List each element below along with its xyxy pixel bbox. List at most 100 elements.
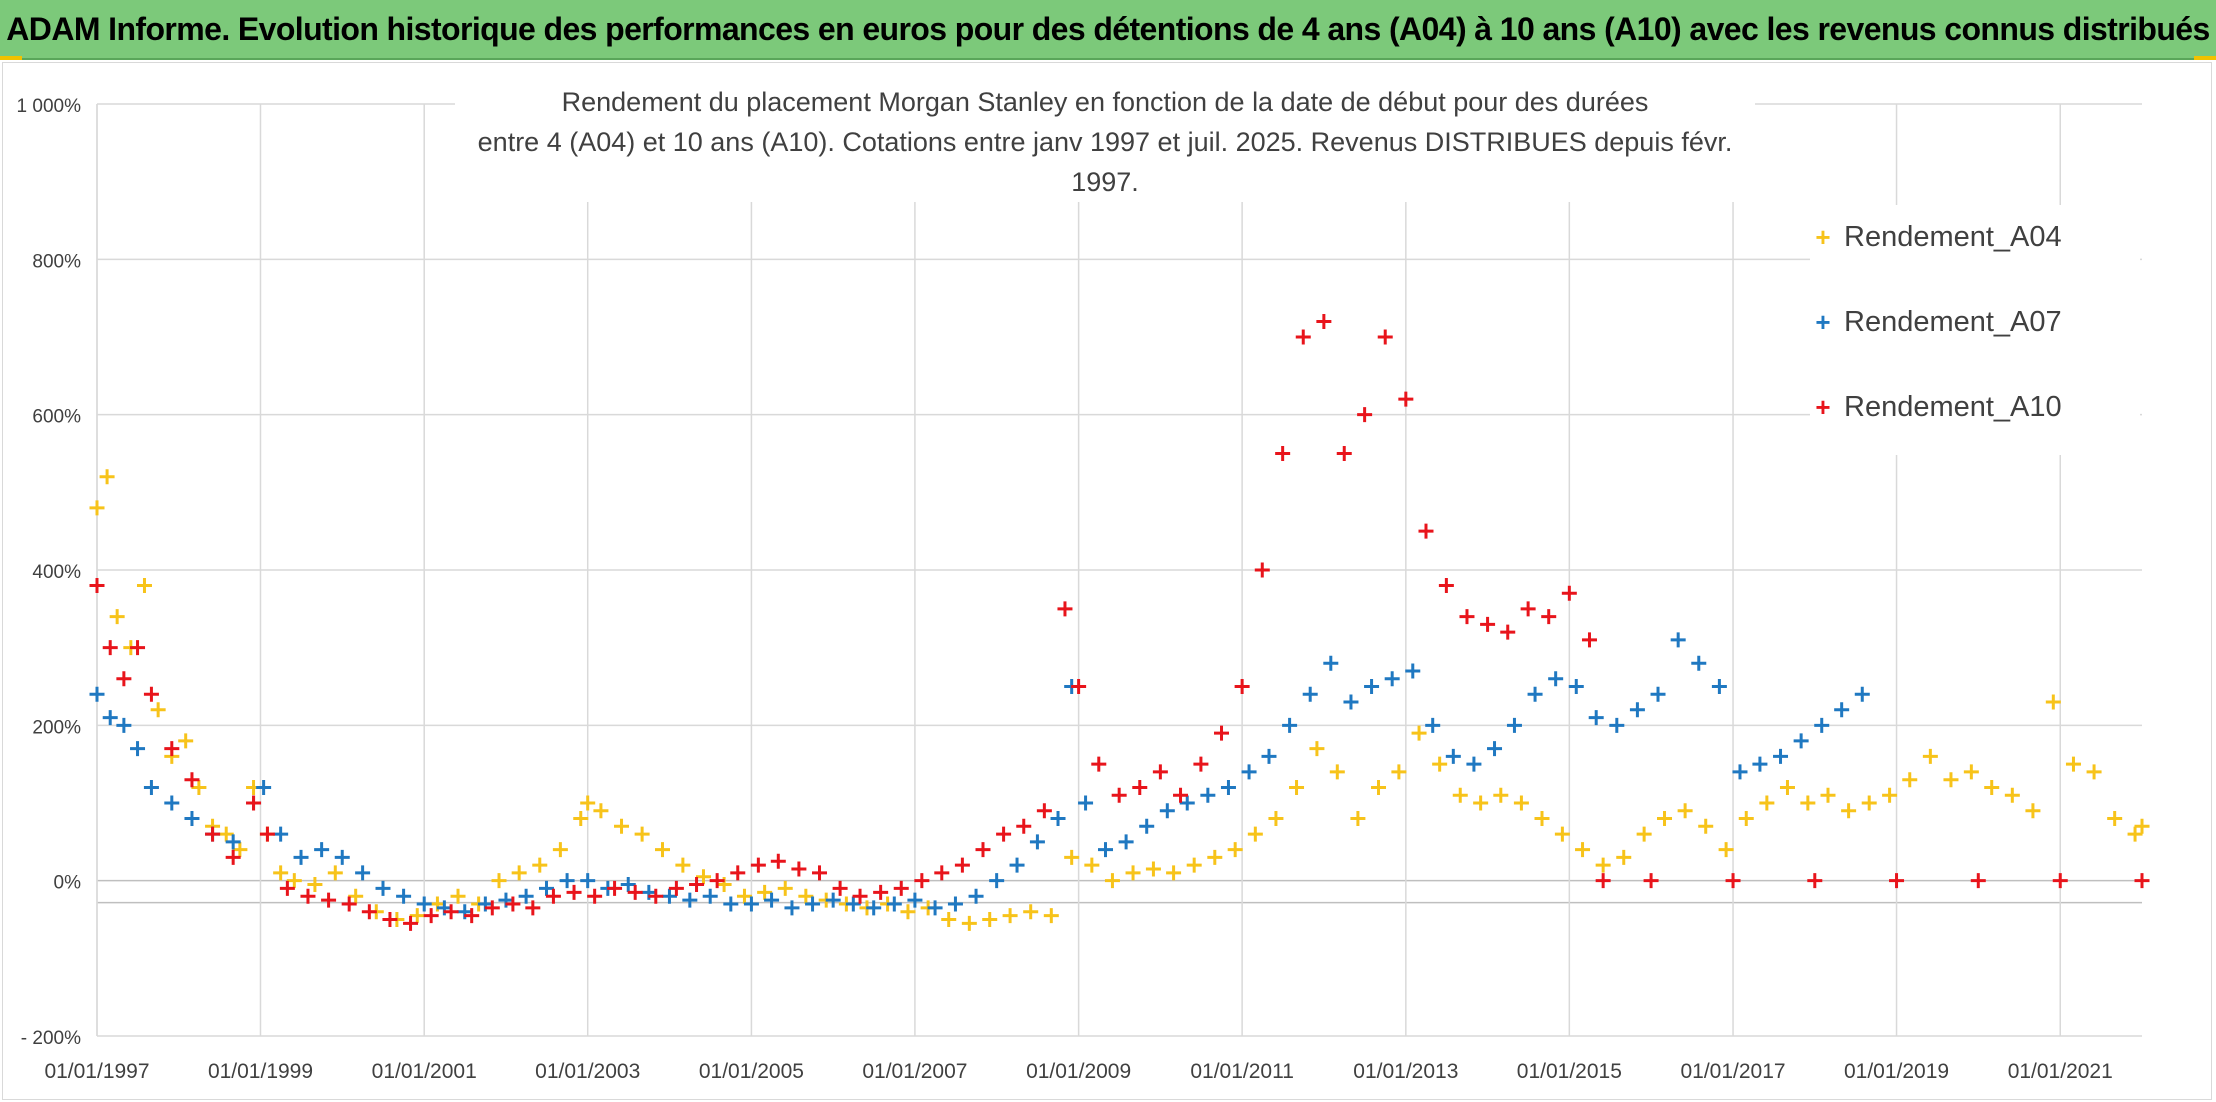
data-point xyxy=(1820,787,1836,803)
data-point xyxy=(256,779,272,795)
data-point xyxy=(1581,632,1597,648)
data-point xyxy=(900,904,916,920)
data-point xyxy=(668,880,684,896)
data-point xyxy=(1779,779,1795,795)
y-tick-label: 800% xyxy=(32,251,81,272)
data-point xyxy=(961,915,977,931)
data-point xyxy=(852,888,868,904)
corner-mark-right xyxy=(2194,56,2216,60)
data-point xyxy=(832,880,848,896)
data-point xyxy=(1595,873,1611,889)
data-point xyxy=(1520,601,1536,617)
report-title: ADAM Informe. Evolution historique des p… xyxy=(6,10,2210,47)
data-point xyxy=(655,842,671,858)
data-point xyxy=(689,877,705,893)
x-tick-label: 01/01/2003 xyxy=(535,1060,640,1083)
data-point xyxy=(1343,694,1359,710)
data-point xyxy=(996,826,1012,842)
data-point xyxy=(1970,873,1986,889)
x-tick-label: 01/01/2017 xyxy=(1680,1060,1785,1083)
data-point xyxy=(989,873,1005,889)
data-point xyxy=(1527,686,1543,702)
data-point xyxy=(1902,772,1918,788)
data-point xyxy=(1963,764,1979,780)
legend-marker-a04: + xyxy=(1815,221,1831,252)
legend-marker-a10: + xyxy=(1815,391,1831,422)
data-point xyxy=(464,908,480,924)
data-point xyxy=(1854,686,1870,702)
data-point xyxy=(954,857,970,873)
data-point xyxy=(1309,741,1325,757)
data-point xyxy=(1166,865,1182,881)
series-rendement_a04 xyxy=(89,469,2150,931)
data-point xyxy=(1629,702,1645,718)
data-point xyxy=(273,826,289,842)
data-point xyxy=(1541,609,1557,625)
data-point xyxy=(695,869,711,885)
data-point xyxy=(1084,857,1100,873)
data-point xyxy=(327,865,343,881)
data-point xyxy=(914,873,930,889)
data-point xyxy=(723,896,739,912)
data-point xyxy=(1691,655,1707,671)
data-point xyxy=(1002,908,1018,924)
data-point xyxy=(682,892,698,908)
data-point xyxy=(1036,803,1052,819)
data-point xyxy=(1595,857,1611,873)
data-point xyxy=(225,834,241,850)
data-point xyxy=(1452,787,1468,803)
data-point xyxy=(709,873,725,889)
data-point xyxy=(382,912,398,927)
x-tick-label: 01/01/2013 xyxy=(1353,1060,1458,1083)
data-point xyxy=(116,717,132,733)
data-point xyxy=(1234,679,1250,694)
data-point xyxy=(812,865,828,881)
data-point xyxy=(1254,562,1270,578)
data-point xyxy=(1009,857,1025,873)
data-point xyxy=(1159,803,1175,819)
data-point xyxy=(777,880,793,896)
data-point xyxy=(982,912,998,927)
data-point xyxy=(1425,717,1441,733)
data-point xyxy=(798,888,814,904)
data-point xyxy=(934,865,950,881)
data-point xyxy=(545,888,561,904)
data-point xyxy=(1445,748,1461,764)
legend-item-a10: + Rendement_A10 xyxy=(1810,387,2061,427)
data-point xyxy=(1118,834,1134,850)
x-tick-label: 01/01/2011 xyxy=(1190,1060,1294,1083)
report-banner: ADAM Informe. Evolution historique des p… xyxy=(0,0,2216,60)
data-point xyxy=(1609,717,1625,733)
data-point xyxy=(587,888,603,904)
data-point xyxy=(1588,710,1604,726)
x-tick-label: 01/01/2009 xyxy=(1026,1060,1131,1083)
data-point xyxy=(164,795,180,811)
data-point xyxy=(143,686,159,702)
y-tick-label: 200% xyxy=(32,717,81,738)
x-tick-label: 01/01/2015 xyxy=(1517,1060,1622,1083)
data-point xyxy=(178,733,194,749)
chart-legend: + Rendement_A04 + Rendement_A07 + Rendem… xyxy=(1810,205,2140,455)
data-point xyxy=(1418,523,1434,539)
data-point xyxy=(143,779,159,795)
chart-title: Rendement du placement Morgan Stanley en… xyxy=(455,82,1755,202)
data-point xyxy=(321,892,337,908)
data-point xyxy=(559,873,575,889)
data-point xyxy=(1241,764,1257,780)
data-point xyxy=(1487,741,1503,757)
data-point xyxy=(661,888,677,904)
data-point xyxy=(1145,861,1161,877)
data-point xyxy=(1405,663,1421,679)
data-point xyxy=(1814,717,1830,733)
data-point xyxy=(764,892,780,908)
data-point xyxy=(191,779,207,795)
data-point xyxy=(1698,818,1714,834)
y-tick-label: 0% xyxy=(54,873,82,894)
data-point xyxy=(1179,795,1195,811)
data-point xyxy=(2025,803,2041,819)
data-point xyxy=(1152,764,1168,780)
data-point xyxy=(423,908,439,924)
data-point xyxy=(1186,857,1202,873)
data-point xyxy=(1029,834,1045,850)
data-point xyxy=(1657,811,1673,827)
